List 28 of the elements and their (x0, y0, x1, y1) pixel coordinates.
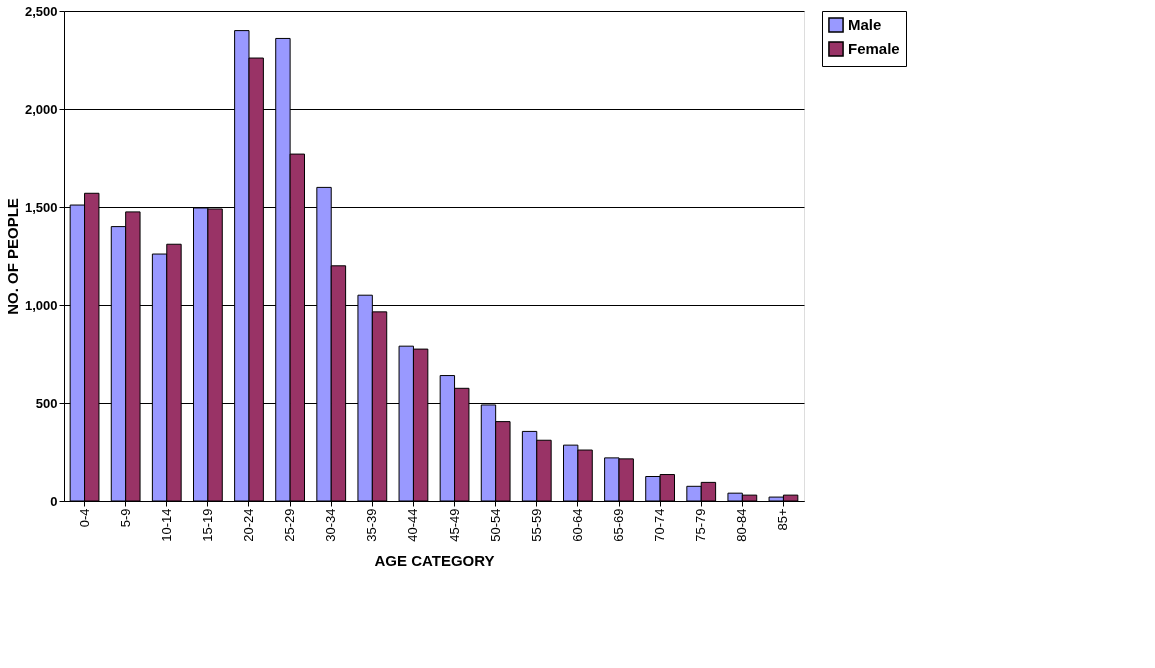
x-tick-label: 15-19 (199, 508, 215, 542)
x-tick-label: 85+ (775, 508, 791, 531)
legend-label: Female (848, 40, 900, 57)
x-tick-label: 10-14 (158, 508, 174, 542)
y-axis-title: NO. OF PEOPLE (3, 198, 21, 315)
y-tick-label: 2,000 (24, 101, 58, 117)
x-axis-title: AGE CATEGORY (374, 551, 495, 569)
x-tick-label: 75-79 (693, 508, 709, 542)
x-tick-label: 60-64 (569, 508, 585, 542)
x-tick-label: 40-44 (405, 508, 421, 542)
legend-label: Male (848, 16, 882, 33)
x-tick-label: 45-49 (446, 508, 462, 542)
x-tick-label: 50-54 (487, 508, 503, 542)
y-tick-label: 0 (50, 493, 58, 509)
x-tick-label: 35-39 (364, 508, 380, 542)
x-tick-label: 5-9 (117, 508, 133, 528)
x-tick-label: 80-84 (734, 508, 750, 542)
y-tick-label: 1,000 (24, 297, 58, 313)
x-tick-label: 25-29 (282, 508, 298, 542)
y-tick-label: 2,500 (24, 3, 58, 19)
y-tick-label: 1,500 (24, 199, 58, 215)
y-tick-label: 500 (35, 395, 58, 411)
x-tick-label: 65-69 (611, 508, 626, 542)
x-tick-label: 30-34 (323, 508, 339, 542)
x-tick-label: 20-24 (241, 508, 256, 542)
x-tick-label: 70-74 (652, 508, 668, 542)
x-tick-label: 0-4 (76, 508, 92, 528)
x-tick-label: 55-59 (528, 508, 544, 542)
